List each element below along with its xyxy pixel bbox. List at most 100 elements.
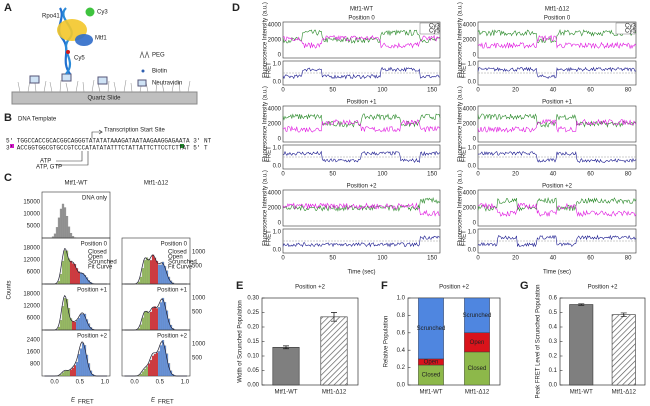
y-tick-label: 0.30	[247, 296, 259, 302]
plot-frame	[477, 189, 637, 227]
y-tick-label: 0.20	[247, 325, 259, 331]
histogram-bar	[59, 274, 63, 285]
y-tick-label: 6000	[27, 270, 41, 276]
histogram-bar	[65, 370, 69, 377]
y-tick-label: 0.5	[549, 310, 558, 316]
axis-title: E	[460, 73, 466, 78]
legend-box	[419, 22, 440, 35]
histogram-bar	[77, 271, 81, 285]
row-label: DNA only	[82, 196, 107, 202]
axis-title: FRET	[267, 230, 273, 246]
column-title: Mtf1-WT	[65, 181, 88, 187]
y-tick-label: 4000	[268, 191, 282, 197]
panel-label: D	[232, 2, 240, 14]
y-tick-label: 2000	[268, 206, 282, 212]
panel-label: F	[381, 280, 388, 292]
y-tick-label: 12000	[23, 304, 40, 310]
x-tick-label: 150	[427, 256, 438, 262]
histogram-bar	[63, 370, 67, 377]
legend-text: Scrunched	[168, 260, 197, 266]
chart-title: Position +2	[295, 285, 326, 291]
x-tick-label: 100	[377, 88, 388, 94]
histogram-bar	[61, 306, 65, 331]
bar-segment	[464, 351, 490, 386]
legend-text: Neutravidin	[152, 81, 182, 87]
x-tick-label: Mtf1-Δ12	[465, 390, 490, 396]
histogram-bar	[155, 260, 159, 285]
histogram-bar	[63, 250, 67, 285]
axis-title: E	[151, 398, 156, 404]
y-tick-label: 1.0	[468, 146, 477, 152]
nucleotide-label: ATP	[40, 159, 51, 165]
segment-label: Open	[424, 360, 439, 366]
y-tick-label: 500	[192, 264, 203, 270]
histogram-bar	[149, 359, 153, 377]
histogram-bar	[149, 311, 153, 331]
x-tick-label: 0	[281, 88, 285, 94]
legend-text: Open	[168, 255, 183, 261]
dye-label: Cy3	[97, 10, 108, 16]
x-tick-label: Mtf1-Δ12	[612, 390, 637, 396]
axis-title: Fluorescence Intensity (a.u.)	[263, 86, 269, 162]
histogram-bar	[59, 374, 63, 377]
axis-title: Counts	[7, 280, 13, 299]
y-tick-label: 0	[278, 137, 282, 143]
histogram-bar	[81, 343, 85, 377]
position-label: Position +2	[347, 184, 378, 190]
y-tick-label: 1.0	[273, 146, 282, 152]
row-label: Position 0	[161, 242, 188, 248]
histogram-bar	[143, 311, 147, 331]
histogram-bar	[61, 203, 65, 239]
bar	[272, 346, 300, 386]
histogram-bar	[153, 257, 157, 285]
legend-box	[615, 22, 636, 35]
y-tick-label: 0	[473, 137, 477, 143]
panel-label: A	[4, 2, 12, 14]
histogram-bar	[65, 215, 69, 239]
y-tick-label: 0.05	[247, 368, 259, 374]
y-tick-label: 0.10	[247, 354, 259, 360]
histogram-bar	[151, 355, 155, 377]
plot-frame	[477, 105, 637, 143]
histogram-bar	[67, 370, 71, 377]
histogram-bar	[63, 207, 67, 239]
histogram-bar	[81, 273, 85, 285]
y-tick-label: 800	[30, 362, 41, 368]
y-tick-label: 4000	[463, 191, 477, 197]
y-tick-label: 6000	[27, 316, 41, 322]
histogram-bar	[57, 217, 61, 239]
y-tick-label: 0	[278, 53, 282, 59]
legend-text: Scrunched	[88, 260, 117, 266]
bar	[569, 304, 594, 386]
axis-title: Peak FRET Level of Scrunched Population	[536, 285, 542, 399]
y-tick-label: 12000	[23, 258, 40, 264]
row-label: Position 0	[81, 242, 108, 248]
trace	[477, 66, 637, 79]
trace	[477, 118, 637, 133]
bar	[611, 314, 636, 386]
x-tick-label: 40	[550, 256, 557, 262]
y-tick-label: 0.4	[549, 325, 558, 331]
legend-text: Closed	[168, 250, 187, 256]
trace	[282, 66, 441, 80]
trace	[477, 196, 637, 212]
legend-text: Fit Curve	[168, 265, 193, 271]
histogram-bar	[147, 312, 151, 331]
histogram-bar	[81, 314, 85, 331]
trace	[282, 196, 441, 212]
x-tick-label: 80	[625, 88, 632, 94]
panel-label: G	[520, 280, 529, 292]
x-tick-label: 20	[512, 256, 519, 262]
segment-label: Scrunched	[463, 313, 492, 319]
histogram-bar	[89, 370, 93, 377]
histogram-bar	[141, 317, 145, 331]
x-tick-label: 60	[587, 88, 594, 94]
trace	[477, 29, 637, 44]
x-tick-label: 50	[329, 172, 336, 178]
histogram-bar	[169, 370, 173, 377]
axis-title: Relative Population	[384, 316, 390, 368]
chart-title: Position +2	[439, 285, 470, 291]
histogram-bar	[73, 365, 77, 377]
histogram-bar	[79, 314, 83, 331]
axis-title: Fluorescence Intensity (a.u.)	[458, 86, 464, 162]
